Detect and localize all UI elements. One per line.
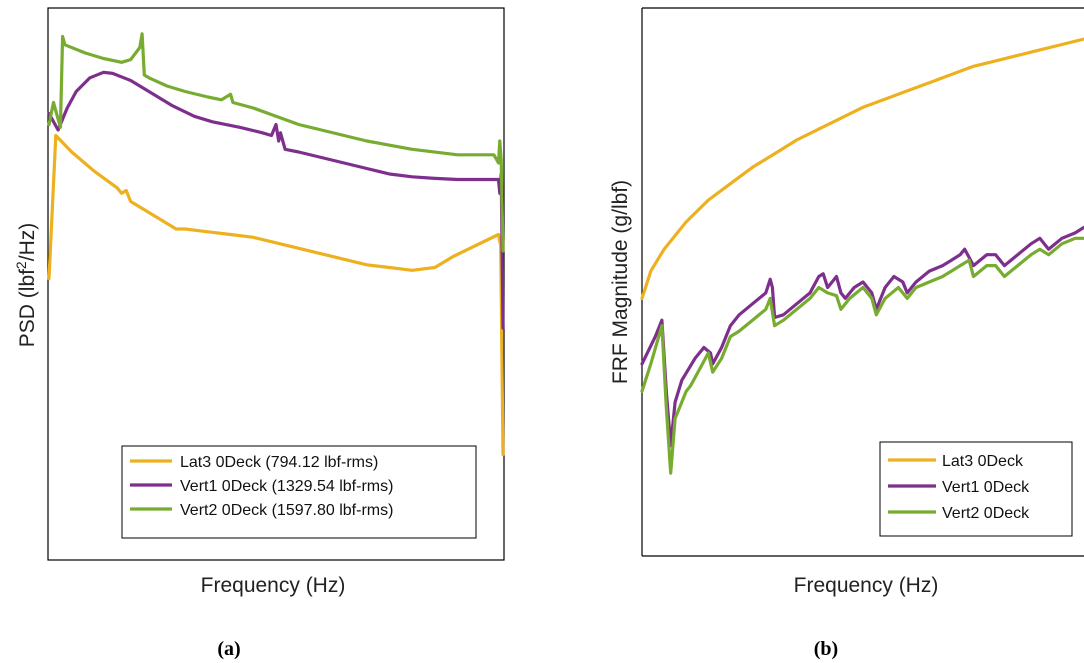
series-line-b-1 [640,37,1084,300]
y-axis-label-a: PSD (lbf2/Hz) [13,223,39,347]
series-line-a-1 [47,133,505,457]
legend-label-b-3: Vert2 0Deck [942,505,1030,522]
y-axis-label-a-unit: /Hz) [16,223,39,262]
x-axis-label-a: Frequency (Hz) [201,574,346,597]
legend-label-a-2: Vert1 0Deck (1329.54 lbf-rms) [180,478,393,495]
x-axis-label-b: Frequency (Hz) [794,574,939,597]
legend-label-b-2: Vert1 0Deck [942,479,1030,496]
panel-b: Lat3 0Deck Vert1 0Deck Vert2 0Deck Frequen… [609,7,1084,660]
legend-label-b-1: Lat3 0Deck [942,453,1024,470]
legend-label-a-3: Vert2 0Deck (1597.80 lbf-rms) [180,502,393,519]
panel-label-a: (a) [217,638,240,660]
series-line-b-3 [640,236,1084,475]
legend-label-a-1: Lat3 0Deck (794.12 lbf-rms) [180,454,378,471]
y-axis-label-b: FRF Magnitude (g/lbf) [609,180,632,384]
legend-box-b [879,441,1073,537]
series-group-a [47,32,505,457]
legend-b: Lat3 0Deck Vert1 0Deck Vert2 0Deck [888,453,1030,522]
y-axis-label-a-exponent: 2 [13,261,29,269]
series-group-b [640,37,1084,475]
series-line-b-2 [640,225,1084,448]
legend-a: Lat3 0Deck (794.12 lbf-rms) Vert1 0Deck (… [130,454,393,519]
y-axis-label-a-base: PSD (lbf [16,269,39,347]
series-line-a-3 [47,32,505,253]
legend-box-a [121,445,477,539]
panel-a: Lat3 0Deck (794.12 lbf-rms) Vert1 0Deck (… [13,7,505,660]
panel-label-b: (b) [814,638,838,660]
series-line-a-2 [47,70,505,330]
